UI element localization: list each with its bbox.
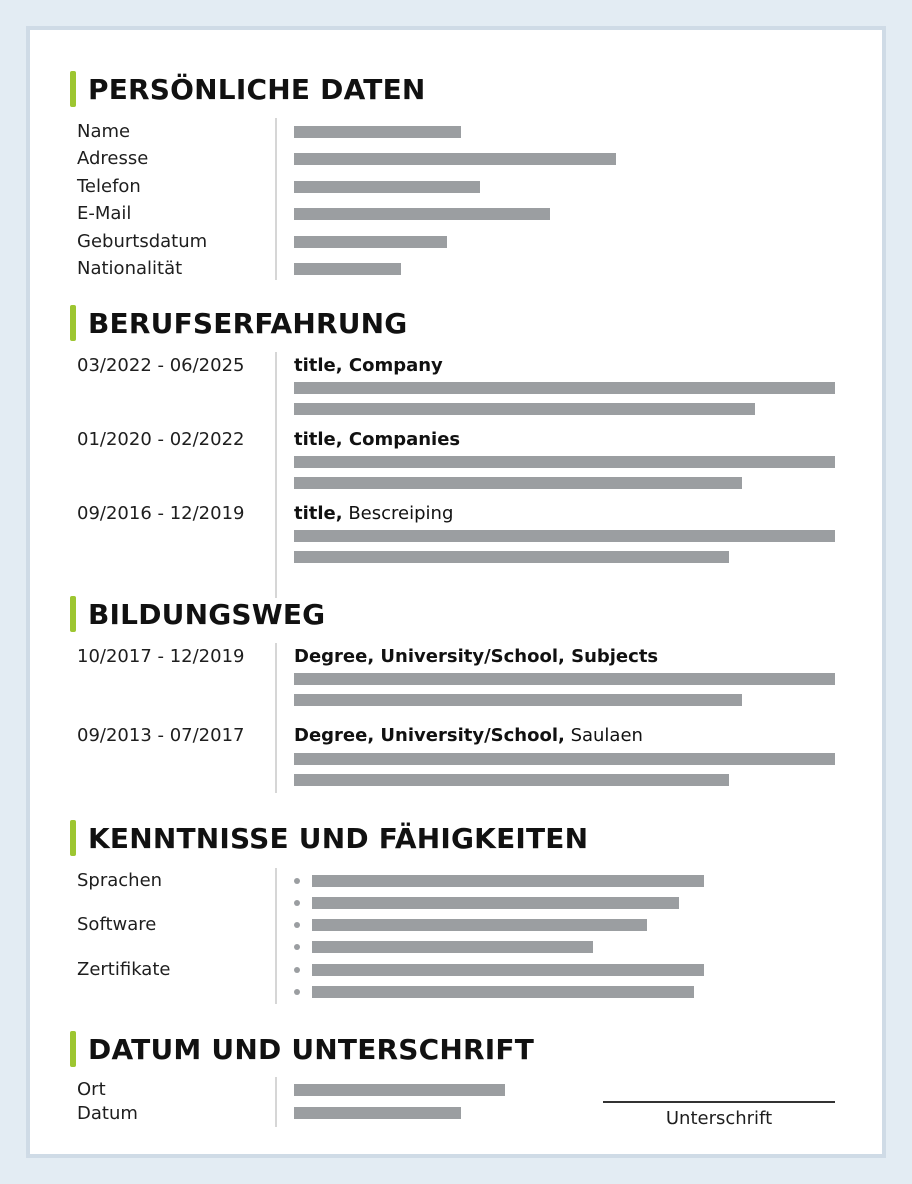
- placeholder-bar: [312, 919, 647, 931]
- placeholder-bar: [294, 1084, 505, 1096]
- field-label-place: Ort: [77, 1079, 106, 1100]
- bullet-icon: [294, 944, 300, 950]
- heading-title: DATUM UND UNTERSCHRIFT: [88, 1032, 535, 1066]
- heading-accent-bar: [70, 1031, 76, 1067]
- skill-label-languages: Sprachen: [77, 870, 163, 891]
- placeholder-bar: [312, 986, 694, 998]
- placeholder-bar: [294, 477, 742, 489]
- placeholder-bar: [294, 694, 742, 706]
- experience-title: title, Company: [294, 355, 443, 376]
- placeholder-bar: [294, 673, 835, 685]
- placeholder-bar: [312, 964, 704, 976]
- placeholder-bar: [294, 263, 401, 275]
- heading-accent-bar: [70, 820, 76, 856]
- placeholder-bar: [312, 941, 593, 953]
- placeholder-bar: [294, 1107, 461, 1119]
- field-label-name: Name: [77, 121, 131, 142]
- bullet-icon: [294, 989, 300, 995]
- placeholder-bar: [294, 456, 835, 468]
- heading-title: KENNTNISSE UND FÄHIGKEITEN: [88, 821, 589, 855]
- bullet-icon: [294, 922, 300, 928]
- education-title: Degree, University/School, Subjects: [294, 646, 659, 667]
- column-divider: [275, 118, 277, 280]
- field-label-date: Datum: [77, 1103, 138, 1124]
- placeholder-bar: [312, 897, 679, 909]
- experience-date: 03/2022 - 06/2025: [77, 355, 245, 376]
- placeholder-bar: [294, 403, 755, 415]
- placeholder-bar: [294, 153, 616, 165]
- placeholder-bar: [294, 530, 835, 542]
- heading-accent-bar: [70, 596, 76, 632]
- heading-title: PERSÖNLICHE DATEN: [88, 72, 426, 106]
- section-heading-education: BILDUNGSWEG: [70, 596, 325, 632]
- education-date: 10/2017 - 12/2019: [77, 646, 245, 667]
- experience-title: title, Companies: [294, 429, 461, 450]
- field-label-email: E-Mail: [77, 203, 132, 224]
- section-heading-personal: PERSÖNLICHE DATEN: [70, 71, 426, 107]
- cv-page: PERSÖNLICHE DATEN Name Adresse Telefon E…: [26, 26, 886, 1158]
- placeholder-bar: [294, 236, 447, 248]
- field-label-nationality: Nationalität: [77, 258, 183, 279]
- section-heading-signature: DATUM UND UNTERSCHRIFT: [70, 1031, 534, 1067]
- placeholder-bar: [294, 753, 835, 765]
- heading-accent-bar: [70, 71, 76, 107]
- experience-date: 09/2016 - 12/2019: [77, 503, 245, 524]
- signature-label: Unterschrift: [665, 1108, 773, 1129]
- placeholder-bar: [294, 382, 835, 394]
- skill-label-certificates: Zertifikate: [77, 959, 171, 980]
- column-divider: [275, 643, 277, 793]
- bullet-icon: [294, 878, 300, 884]
- column-divider: [275, 1077, 277, 1127]
- heading-accent-bar: [70, 305, 76, 341]
- placeholder-bar: [294, 208, 550, 220]
- education-date: 09/2013 - 07/2017: [77, 725, 245, 746]
- heading-title: BERUFSERFAHRUNG: [88, 306, 408, 340]
- placeholder-bar: [294, 126, 461, 138]
- field-label-phone: Telefon: [77, 176, 141, 197]
- placeholder-bar: [294, 774, 729, 786]
- field-label-birthdate: Geburtsdatum: [77, 231, 208, 252]
- signature-line: [603, 1101, 835, 1103]
- experience-date: 01/2020 - 02/2022: [77, 429, 245, 450]
- placeholder-bar: [294, 181, 480, 193]
- placeholder-bar: [294, 551, 729, 563]
- education-title: Degree, University/School, Saulaen: [294, 725, 643, 746]
- field-label-address: Adresse: [77, 148, 149, 169]
- placeholder-bar: [312, 875, 704, 887]
- skill-label-software: Software: [77, 914, 157, 935]
- bullet-icon: [294, 967, 300, 973]
- column-divider: [275, 868, 277, 1004]
- section-heading-experience: BERUFSERFAHRUNG: [70, 305, 407, 341]
- bullet-icon: [294, 900, 300, 906]
- section-heading-skills: KENNTNISSE UND FÄHIGKEITEN: [70, 820, 588, 856]
- heading-title: BILDUNGSWEG: [88, 597, 326, 631]
- experience-title: title, Bescreiping: [294, 503, 454, 524]
- column-divider: [275, 352, 277, 598]
